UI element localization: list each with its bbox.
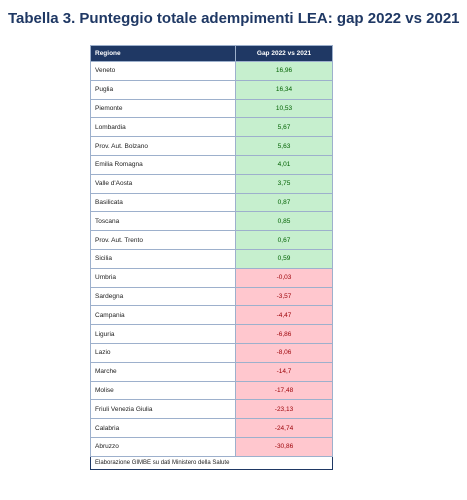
region-cell: Umbria bbox=[90, 267, 236, 288]
title: Tabella 3. Punteggio totale adempimenti … bbox=[8, 10, 460, 27]
table-row: Prov. Aut. Trento 0,67 bbox=[90, 230, 333, 250]
gap-cell: 16,34 bbox=[235, 79, 333, 100]
region-cell: Prov. Aut. Trento bbox=[90, 230, 236, 250]
gap-cell: -14,7 bbox=[235, 361, 333, 382]
gap-cell: -4,47 bbox=[235, 305, 333, 326]
gap-cell: 0,59 bbox=[235, 248, 333, 269]
gap-cell: -3,57 bbox=[235, 286, 333, 307]
region-cell: Piemonte bbox=[90, 98, 236, 119]
table-row: Toscana 0,85 bbox=[90, 211, 333, 232]
region-cell: Lombardia bbox=[90, 117, 236, 138]
table-row: Emilia Romagna 4,01 bbox=[90, 154, 333, 175]
header-cell: Gap 2022 vs 2021 bbox=[235, 45, 333, 62]
region-cell: Puglia bbox=[90, 79, 236, 100]
region-cell: Prov. Aut. Bolzano bbox=[90, 136, 236, 156]
region-cell: Lazio bbox=[90, 342, 236, 363]
gap-cell: -8,06 bbox=[235, 342, 333, 363]
table-row: Valle d'Aosta 3,75 bbox=[90, 173, 333, 194]
region-cell: Emilia Romagna bbox=[90, 154, 236, 175]
table-row: Abruzzo -30,86 bbox=[90, 436, 333, 457]
gap-cell: 5,67 bbox=[235, 117, 333, 138]
note-row: Elaborazione GIMBE su dati Ministero del… bbox=[90, 455, 333, 470]
table-row: Piemonte 10,53 bbox=[90, 98, 333, 119]
header-cell: Regione bbox=[90, 45, 236, 62]
table-row: Friuli Venezia Giulia -23,13 bbox=[90, 399, 333, 420]
gap-cell: -0,03 bbox=[235, 267, 333, 288]
region-cell: Liguria bbox=[90, 324, 236, 344]
gap-cell: 3,75 bbox=[235, 173, 333, 194]
gap-cell: 10,53 bbox=[235, 98, 333, 119]
table-row: Puglia 16,34 bbox=[90, 79, 333, 100]
table-row: Prov. Aut. Bolzano 5,63 bbox=[90, 136, 333, 156]
region-cell: Calabria bbox=[90, 418, 236, 438]
note: Elaborazione GIMBE su dati Ministero del… bbox=[90, 455, 333, 470]
table-row: Lombardia 5,67 bbox=[90, 117, 333, 138]
gap-cell: -30,86 bbox=[235, 436, 333, 457]
region-cell: Marche bbox=[90, 361, 236, 382]
table-row: Veneto 16,96 bbox=[90, 61, 333, 81]
region-cell: Campania bbox=[90, 305, 236, 326]
table-row: Basilicata 0,87 bbox=[90, 192, 333, 213]
gap-cell: -17,48 bbox=[235, 380, 333, 401]
table-row: Molise -17,48 bbox=[90, 380, 333, 401]
region-cell: Sicilia bbox=[90, 248, 236, 269]
gap-cell: -6,86 bbox=[235, 324, 333, 344]
gap-cell: 16,96 bbox=[235, 61, 333, 81]
gap-cell: 0,87 bbox=[235, 192, 333, 213]
table-row: Marche -14,7 bbox=[90, 361, 333, 382]
table-row: Umbria -0,03 bbox=[90, 267, 333, 288]
table-row: Calabria -24,74 bbox=[90, 418, 333, 438]
header-row: Regione Gap 2022 vs 2021 bbox=[90, 45, 333, 62]
region-cell: Toscana bbox=[90, 211, 236, 232]
region-cell: Friuli Venezia Giulia bbox=[90, 399, 236, 420]
table-row: Sardegna -3,57 bbox=[90, 286, 333, 307]
gap-table: Regione Gap 2022 vs 2021 Veneto 16,96 Pugl… bbox=[90, 45, 333, 470]
table-row: Sicilia 0,59 bbox=[90, 248, 333, 269]
region-cell: Veneto bbox=[90, 61, 236, 81]
table-row: Liguria -6,86 bbox=[90, 324, 333, 344]
region-cell: Abruzzo bbox=[90, 436, 236, 457]
gap-cell: 0,67 bbox=[235, 230, 333, 250]
gap-cell: 0,85 bbox=[235, 211, 333, 232]
region-cell: Valle d'Aosta bbox=[90, 173, 236, 194]
gap-cell: 4,01 bbox=[235, 154, 333, 175]
region-cell: Sardegna bbox=[90, 286, 236, 307]
table-row: Campania -4,47 bbox=[90, 305, 333, 326]
table-row: Lazio -8,06 bbox=[90, 342, 333, 363]
table-body: Veneto 16,96 Puglia 16,34 Piemonte 10,53 Lomba… bbox=[90, 61, 333, 470]
gap-cell: -24,74 bbox=[235, 418, 333, 438]
gap-cell: -23,13 bbox=[235, 399, 333, 420]
gap-cell: 5,63 bbox=[235, 136, 333, 156]
region-cell: Basilicata bbox=[90, 192, 236, 213]
region-cell: Molise bbox=[90, 380, 236, 401]
